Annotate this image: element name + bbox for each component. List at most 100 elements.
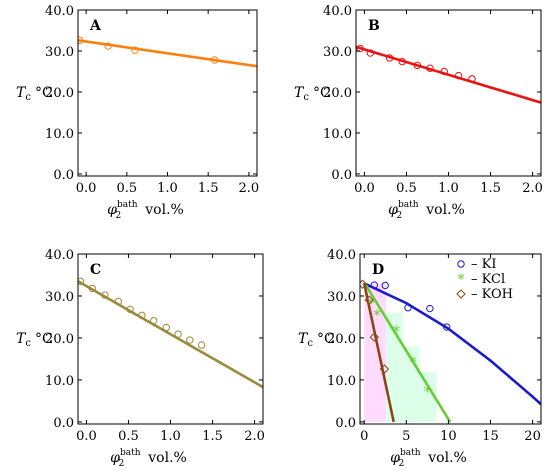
data-point [149,317,158,325]
legend: – KI * – KCl– KOH [456,257,513,302]
data-point [426,64,434,72]
y-tick-label: 40.0 [327,248,356,263]
x-axis-label: φbath 2 vol.% [388,200,465,221]
y-tick-label: 30.0 [45,290,74,305]
plot-frame [359,253,542,425]
data-point [186,336,194,344]
data-point [398,57,406,66]
x-tick-label: 1.5 [198,181,219,196]
data-point [454,71,463,80]
plot-area [356,44,541,104]
x-tick-label: 10 [440,429,457,444]
x-tick-label: 1.5 [480,181,501,196]
x-tick-label: 2.0 [522,181,543,196]
x-tick-label: 0.0 [76,429,97,444]
y-tick-label: 20.0 [327,332,356,347]
x-tick-label: 1.5 [202,429,223,444]
legend-label: – KCl [471,272,505,287]
x-tick-label: 2.0 [244,429,265,444]
x-axis-label: φbath 2 vol.% [110,448,187,469]
shaded-band [419,371,437,422]
plot-frame [77,253,264,425]
chart-panel-c: 0.0 10.0 20.0 30.0 40.0 0.0 0.5 1.0 1.5 2.0 C Tc °C φ… [16,248,265,469]
data-point [162,323,170,332]
x-tick-label: 1.0 [438,181,459,196]
fit-line-koh [362,283,395,423]
data-point [440,67,448,76]
data-point [468,75,476,83]
data-point [126,305,134,314]
data-point: * [367,297,374,313]
data-point [210,56,219,64]
x-tick-label: 0.0 [76,181,97,196]
shaded-band [364,283,387,422]
y-tick-label: 0.0 [53,416,74,431]
panel-label: B [368,18,380,34]
data-point: * [424,385,431,401]
y-axis-label: Tc °C [16,331,53,349]
data-point [197,341,206,349]
y-tick-label: 40.0 [323,4,352,19]
data-point [385,54,394,62]
legend-marker [457,260,465,268]
data-point [404,304,412,312]
y-tick-label: 0.0 [53,168,74,183]
fit-line-a [78,39,257,68]
x-tick-label: 0 [360,429,368,444]
data-point [78,36,84,45]
data-point [364,295,374,305]
legend-label: – KOH [471,287,513,302]
x-tick-label: 1.0 [160,429,181,444]
data-point [370,281,379,289]
data-point [131,46,139,54]
y-axis-label: Tc °C [294,85,331,103]
y-tick-label: 40.0 [45,4,74,19]
chart-panel-a: 0.0 10.0 20.0 30.0 40.0 0.0 0.5 1.0 1.5 2.0 A Tc °C φ… [16,4,259,221]
y-tick-label: 10.0 [45,374,74,389]
plot-area [78,36,257,68]
data-point: * [373,308,380,324]
fit-line-kcl [363,281,452,423]
legend-marker: * [458,272,465,288]
data-point [114,297,123,306]
y-tick-label: 0.0 [335,416,356,431]
chart-panel-b: 0.0 10.0 20.0 30.0 40.0 0.0 0.5 1.0 1.5 2.0 B Tc °C φ… [294,4,543,221]
x-tick-label: 1.0 [157,181,178,196]
plot-area [78,277,263,389]
x-tick-label: 20 [524,429,541,444]
data-point [426,304,434,313]
y-tick-label: 0.0 [331,168,352,183]
y-tick-label: 30.0 [323,45,352,60]
data-point [104,42,112,50]
data-point [413,61,422,70]
x-axis-label: φbath 2 vol.% [390,448,467,469]
y-tick-label: 10.0 [323,127,352,142]
y-axis-label: Tc °C [298,331,335,349]
data-point [356,44,364,53]
x-tick-label: 15 [482,429,499,444]
panel-label: A [89,18,102,34]
y-tick-label: 10.0 [327,374,356,389]
fit-line-b [356,45,541,104]
y-tick-label: 30.0 [45,45,74,60]
x-tick-label: 5 [402,429,410,444]
x-axis-label: φbath 2 vol.% [107,200,184,221]
data-point [174,330,182,338]
y-tick-label: 40.0 [45,248,74,263]
x-tick-label: 2.0 [239,181,260,196]
data-point [381,281,389,290]
y-tick-label: 10.0 [45,127,74,142]
plot-frame [77,9,258,177]
data-point [369,332,380,342]
y-axis-label: Tc °C [16,85,53,103]
fit-line-c [78,280,263,389]
data-point [443,323,451,331]
data-point [88,284,96,293]
data-point [138,311,146,319]
x-tick-label: 0.5 [396,181,417,196]
data-point: * [393,324,400,340]
data-point [379,364,390,374]
y-tick-label: 20.0 [45,86,74,101]
